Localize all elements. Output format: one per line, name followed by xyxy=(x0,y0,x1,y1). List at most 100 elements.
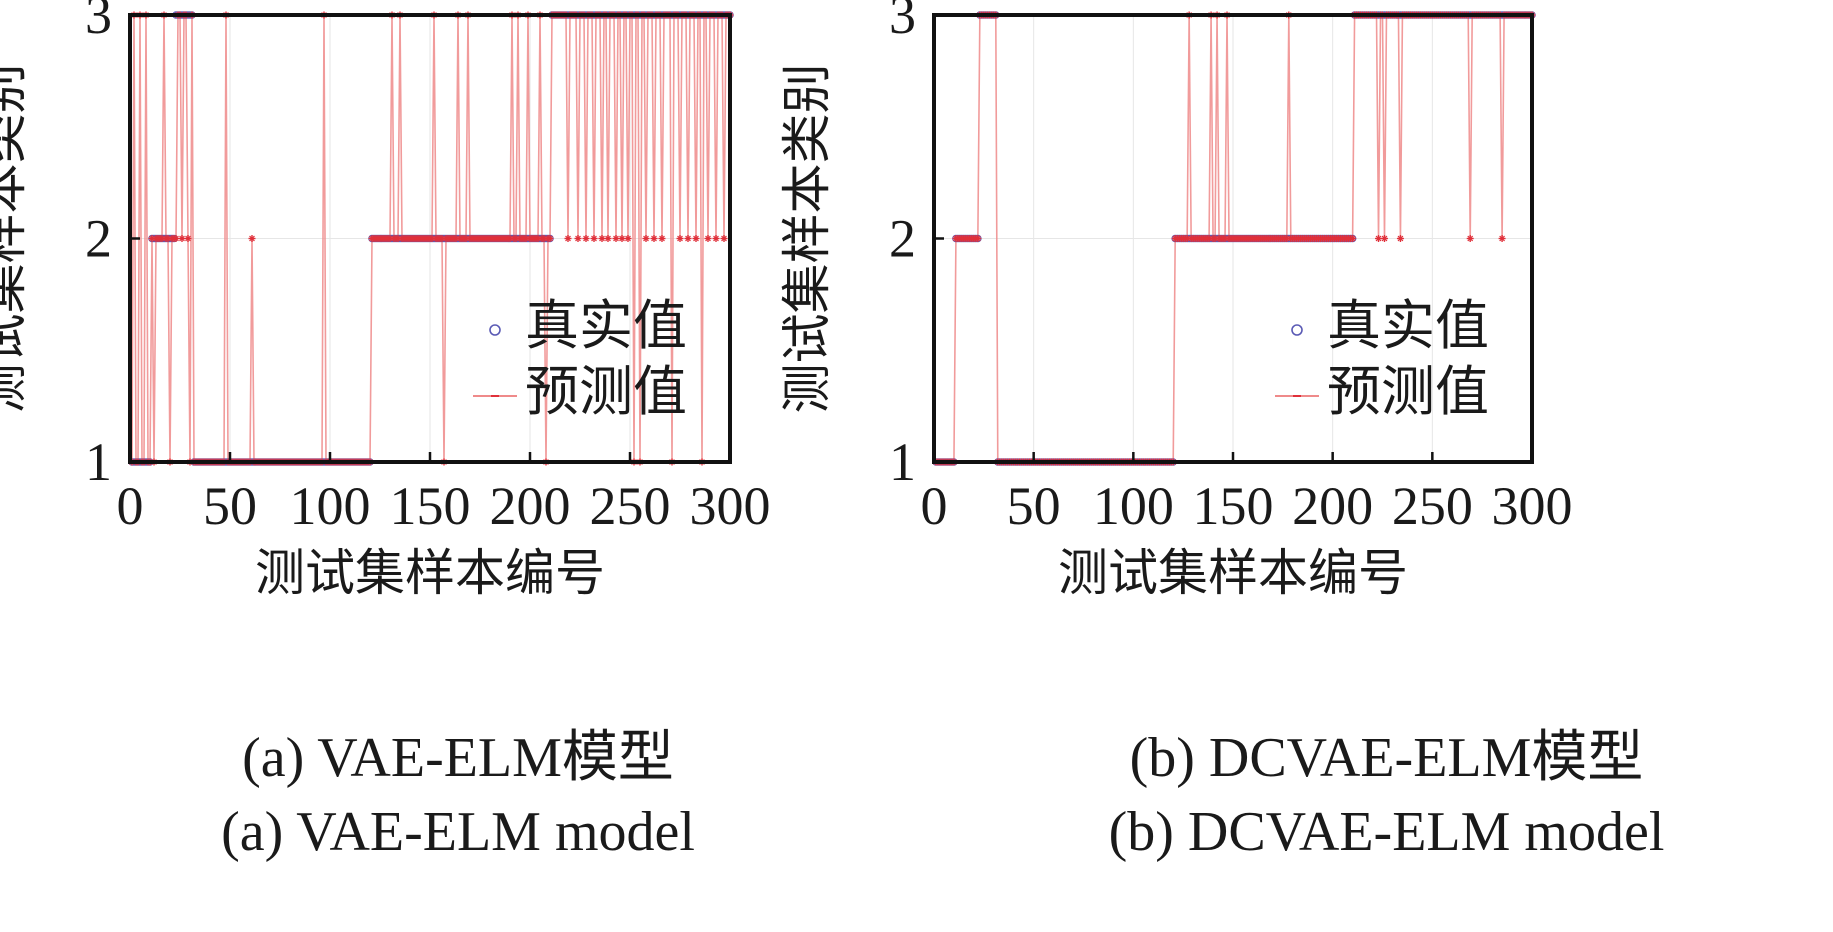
pred-point-stroke xyxy=(651,235,657,242)
pred-point-stroke xyxy=(599,235,605,242)
panel-b: 0 50 100 150 200 250 300 1 2 3 测试集样本编号 测试集样本类别真实值 预测… xyxy=(778,0,1833,932)
pred-point-stroke xyxy=(575,235,581,242)
legend-pred-label: 预测值 xyxy=(1327,360,1489,423)
caption-a-en: (a) VAE-ELM model xyxy=(221,801,695,863)
pred-point xyxy=(598,235,606,242)
pred-point-stroke xyxy=(547,235,553,242)
x-tick-label: 100 xyxy=(290,476,371,536)
pred-point-stroke xyxy=(643,235,649,242)
pred-point xyxy=(1466,235,1474,242)
pred-point-stroke xyxy=(179,235,185,242)
pred-point-stroke xyxy=(583,235,589,242)
pred-point xyxy=(650,235,658,242)
x-axis-title: 测试集样本编号 xyxy=(255,544,605,602)
chart-a: 0 50 100 150 200 250 300 1 2 3 测试集样本编号 测试集样本类别真实值预测… xyxy=(0,0,771,602)
pred-point-stroke xyxy=(605,235,611,242)
chart-b: 0 50 100 150 200 250 300 1 2 3 测试集样本编号 测试集样本类别真实值预测… xyxy=(778,0,1573,602)
pred-point-stroke xyxy=(659,235,665,242)
x-tick-label: 250 xyxy=(590,476,671,536)
x-tick-label: 200 xyxy=(1292,476,1373,536)
pred-point xyxy=(712,235,720,242)
pred-point xyxy=(974,235,982,242)
pred-point xyxy=(704,235,712,242)
x-tick-label: 0 xyxy=(117,476,144,536)
x-tick-label: 300 xyxy=(690,476,771,536)
x-tick-label: 50 xyxy=(203,476,257,536)
pred-point xyxy=(624,235,632,242)
x-axis-title: 测试集样本编号 xyxy=(1058,544,1408,602)
x-tick-label: 300 xyxy=(1492,476,1573,536)
pred-point xyxy=(692,235,700,242)
pred-point xyxy=(582,235,590,242)
y-tick-label: 1 xyxy=(85,432,112,492)
pred-point xyxy=(658,235,666,242)
y-tick-label: 1 xyxy=(889,432,916,492)
pred-point-stroke xyxy=(1467,235,1474,242)
pred-point xyxy=(684,235,692,242)
pred-point xyxy=(1375,235,1383,242)
pred-point-stroke xyxy=(249,235,255,242)
pred-point xyxy=(618,235,626,242)
pred-point xyxy=(178,235,186,242)
pred-point-stroke xyxy=(721,235,727,242)
pred-point-stroke xyxy=(625,235,631,242)
legend-true-marker xyxy=(489,324,501,336)
panel-a: 0 50 100 150 200 250 300 1 2 3 测试集样本编号 测试集样本类别真实值 预测… xyxy=(0,0,916,932)
pred-point-stroke xyxy=(693,235,699,242)
pred-point-stroke xyxy=(1499,235,1505,242)
legend-true-marker xyxy=(1291,324,1303,336)
pred-point-stroke xyxy=(677,235,683,242)
legend-pred-label: 预测值 xyxy=(525,360,687,423)
pred-point xyxy=(612,235,620,242)
pred-point-stroke xyxy=(591,235,597,242)
x-tick-label: 250 xyxy=(1392,476,1473,536)
pred-point xyxy=(574,235,582,242)
x-tick-label: 150 xyxy=(1193,476,1274,536)
pred-point xyxy=(676,235,684,242)
pred-point-stroke xyxy=(1349,235,1356,242)
pred-point xyxy=(604,235,612,242)
y-tick-label: 2 xyxy=(889,209,916,269)
x-tick-label: 0 xyxy=(921,476,948,536)
pred-point-stroke xyxy=(974,235,981,242)
pred-point-stroke xyxy=(173,235,179,242)
x-tick-label: 100 xyxy=(1093,476,1174,536)
legend-true-label: 真实值 xyxy=(1327,294,1489,357)
pred-point xyxy=(590,235,598,242)
x-tick-label: 150 xyxy=(390,476,471,536)
pred-point xyxy=(642,235,650,242)
y-axis-title: 测试集样本类别 xyxy=(778,64,836,414)
y-axis-title: 测试集样本类别 xyxy=(0,64,32,414)
pred-point-stroke xyxy=(613,235,619,242)
x-tick-label: 200 xyxy=(490,476,571,536)
y-tick-label: 3 xyxy=(889,0,916,45)
y-tick-label: 2 xyxy=(85,209,112,269)
pred-point xyxy=(248,235,256,242)
y-tick-label: 3 xyxy=(85,0,112,45)
pred-point xyxy=(564,235,572,242)
pred-point-stroke xyxy=(619,235,625,242)
legend-true-label: 真实值 xyxy=(525,294,687,357)
pred-point-stroke xyxy=(705,235,711,242)
pred-point xyxy=(172,235,180,242)
pred-point xyxy=(1380,235,1388,242)
pred-point-stroke xyxy=(685,235,691,242)
pred-point xyxy=(546,235,554,242)
x-tick-label: 50 xyxy=(1007,476,1061,536)
pred-point xyxy=(1396,235,1404,242)
pred-point-stroke xyxy=(1397,235,1404,242)
caption-a-zh: (a) VAE-ELM模型 xyxy=(242,727,674,789)
caption-b-en: (b) DCVAE-ELM model xyxy=(1108,801,1665,863)
pred-point-stroke xyxy=(1375,235,1382,242)
pred-point xyxy=(1498,235,1506,242)
caption-b-zh: (b) DCVAE-ELM模型 xyxy=(1129,727,1644,789)
pred-point xyxy=(1349,235,1357,242)
pred-point-stroke xyxy=(565,235,571,242)
pred-point-stroke xyxy=(1381,235,1388,242)
pred-point xyxy=(184,235,192,242)
pred-point xyxy=(720,235,728,242)
pred-point-stroke xyxy=(713,235,719,242)
pred-point-stroke xyxy=(185,235,191,242)
